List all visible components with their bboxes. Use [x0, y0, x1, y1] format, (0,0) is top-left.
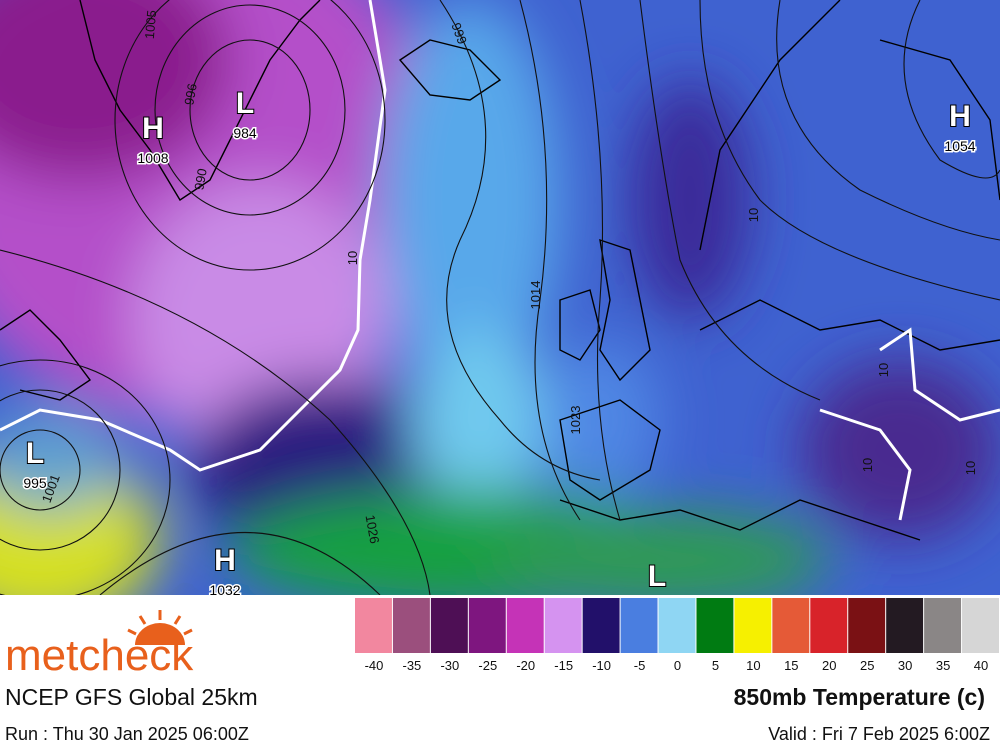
legend-swatch — [506, 598, 544, 653]
legend-label: 0 — [674, 658, 681, 673]
legend-swatch — [582, 598, 620, 653]
legend-swatch — [658, 598, 696, 653]
logo-text: metcheck — [5, 631, 194, 680]
legend-label: 35 — [936, 658, 950, 673]
temperature-field — [0, 0, 1000, 630]
legend-label: -5 — [634, 658, 646, 673]
contour-label: 10 — [963, 461, 978, 475]
legend-swatch — [544, 598, 582, 653]
contour-label: 10 — [746, 208, 761, 222]
legend-swatch — [620, 598, 658, 653]
map-title: 850mb Temperature (c) — [734, 684, 985, 710]
legend-label: 40 — [974, 658, 988, 673]
contour-label: 990 — [191, 167, 210, 191]
contour-label: 1005 — [142, 10, 159, 40]
contour-label: 10 — [860, 458, 875, 472]
pressure-symbol: L — [26, 437, 44, 470]
legend-label: 25 — [860, 658, 874, 673]
legend-swatch — [734, 598, 772, 653]
legend-swatch — [772, 598, 810, 653]
legend-label: 5 — [712, 658, 719, 673]
isotherm-minus-10 — [0, 0, 1000, 521]
legend-label: 30 — [898, 658, 912, 673]
valid-time: Valid : Fri 7 Feb 2025 6:00Z — [768, 724, 990, 744]
pressure-symbol: H — [949, 100, 971, 133]
legend-swatch — [355, 598, 392, 653]
legend-swatch — [392, 598, 430, 653]
legend-swatch — [696, 598, 734, 653]
pressure-symbol: H — [214, 544, 236, 577]
pressure-value: 1054 — [944, 138, 975, 154]
pressure-value: 1008 — [137, 150, 168, 166]
contour-label: 1023 — [568, 406, 583, 435]
legend-swatch — [924, 598, 962, 653]
legend-label: 15 — [784, 658, 798, 673]
legend-label: -10 — [592, 658, 611, 673]
contour-label: 999 — [448, 21, 470, 47]
legend-swatch — [886, 598, 924, 653]
pressure-symbol: L — [236, 87, 254, 120]
contour-label: 1026 — [363, 514, 383, 545]
pressure-value: 995 — [23, 475, 47, 491]
contour-label: 1014 — [528, 281, 543, 310]
legend-swatch — [848, 598, 886, 653]
legend-label: -35 — [403, 658, 422, 673]
pressure-symbol: L — [648, 560, 666, 593]
pressure-symbol: H — [142, 112, 164, 145]
legend-label: -40 — [365, 658, 384, 673]
pressure-value: 1032 — [209, 582, 240, 598]
legend-label: -20 — [516, 658, 535, 673]
legend-label: -25 — [478, 658, 497, 673]
run-time: Run : Thu 30 Jan 2025 06:00Z — [5, 724, 249, 744]
legend-swatch — [430, 598, 468, 653]
pressure-value: 984 — [233, 125, 257, 141]
legend-swatch — [962, 598, 999, 653]
model-name: NCEP GFS Global 25km — [5, 684, 258, 710]
legend-swatch — [810, 598, 848, 653]
logo: metcheck — [5, 610, 194, 680]
legend-label: 10 — [746, 658, 760, 673]
legend-label: 20 — [822, 658, 836, 673]
legend-swatch — [468, 598, 506, 653]
legend-label: -15 — [554, 658, 573, 673]
legend-label: -30 — [440, 658, 459, 673]
contour-label: 10 — [876, 363, 891, 377]
contour-label: 996 — [181, 82, 200, 106]
contour-label: 10 — [345, 251, 360, 265]
legend: -40 -35 -30 -25 -20 -15 -10 -5 0 5 10 15 20 25 30 35 40 — [355, 598, 999, 673]
